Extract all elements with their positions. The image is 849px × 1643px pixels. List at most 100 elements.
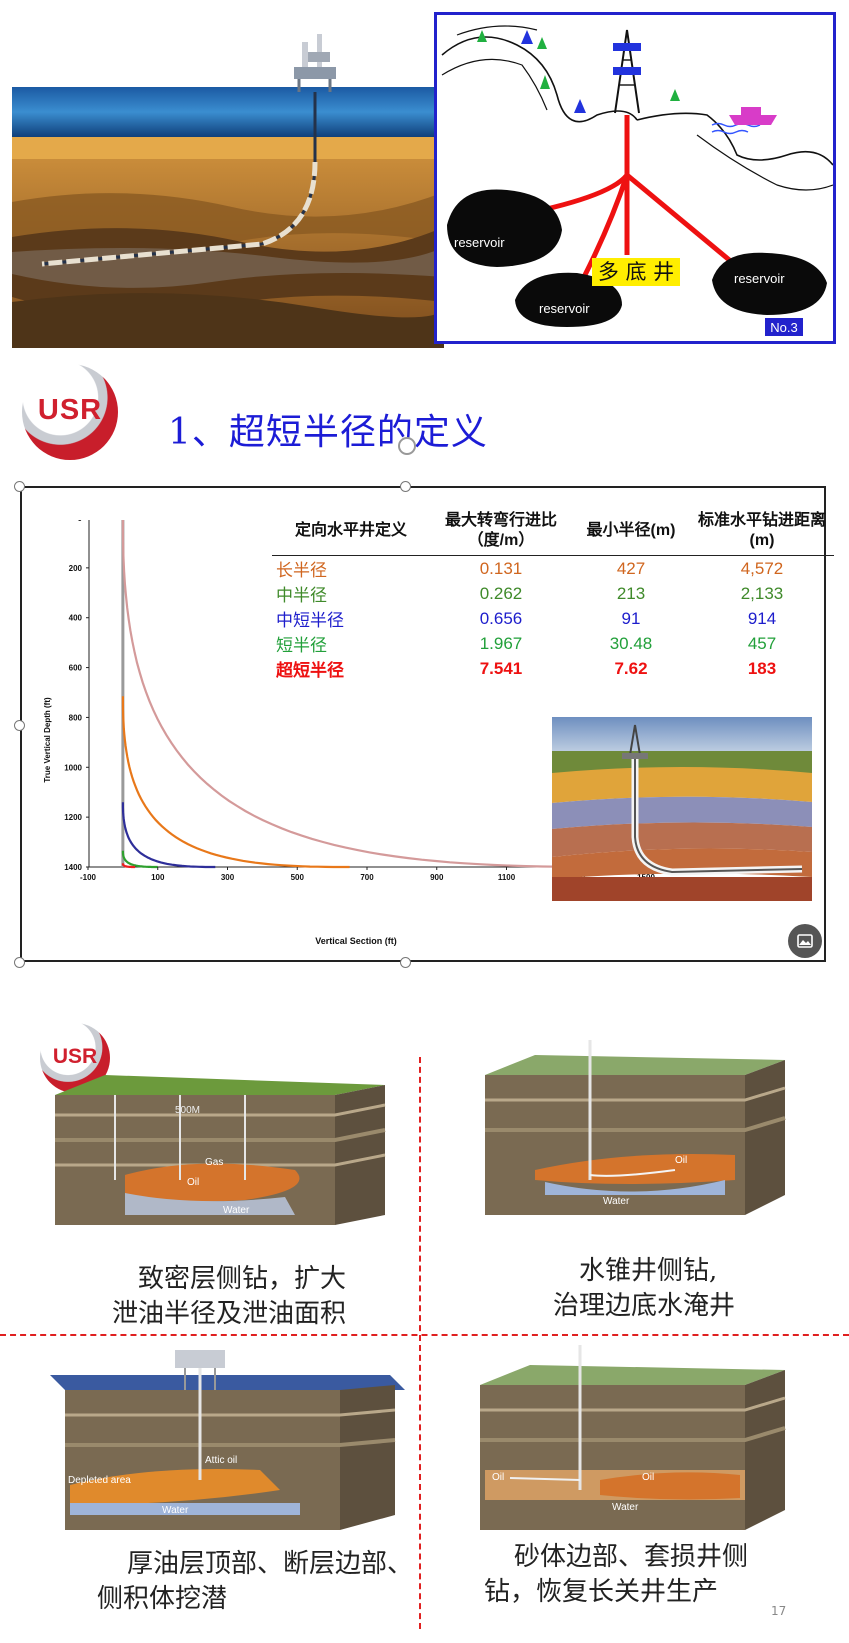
row-radius: 91 [621, 608, 641, 628]
col-header-radius: 最小半径(m) [572, 509, 690, 556]
row-radius: 7.62 [614, 658, 648, 678]
y-tick-label: 600 [69, 664, 83, 673]
offshore-platform-icon [294, 34, 336, 92]
tree-icons [477, 30, 680, 113]
table-row: 长半径 0.131 427 4,572 [272, 556, 834, 582]
x-tick-label: 500 [291, 873, 305, 882]
x-tick-label: -100 [80, 873, 97, 882]
image-icon[interactable] [788, 924, 822, 958]
reservoir-label-right: reservoir [734, 271, 785, 286]
ship-icon [729, 107, 777, 125]
row-radius: 213 [616, 583, 646, 603]
radius-definition-table: 定向水平井定义 最大转弯行进比 （度/m） 最小半径(m) 标准水平钻进距离 (m)… [272, 509, 834, 681]
resize-handle-bm[interactable] [400, 957, 411, 968]
block-diagram-offshore: Attic oil Depleted area Water [50, 1350, 405, 1530]
reservoir-label-bottom: reservoir [539, 301, 590, 316]
row-distance: 183 [747, 658, 777, 678]
y-tick-label: 0 [78, 520, 83, 523]
label-depth: 500M [175, 1105, 200, 1116]
col-header-distance: 标准水平钻进距离 (m) [690, 509, 834, 556]
usr-logo: USR [22, 364, 118, 460]
col-header-definition: 定向水平井定义 [272, 509, 430, 556]
inset-graphic [552, 717, 812, 901]
row-distance: 914 [747, 608, 777, 628]
multilateral-label: 多 底 井 [598, 260, 674, 284]
usr-logo-small-text: USR [52, 1045, 98, 1068]
y-tick-label: 1400 [64, 863, 82, 872]
label-oil: Oil [675, 1155, 687, 1166]
center-label-bg [592, 258, 680, 286]
well-curve-series [121, 520, 612, 869]
reservoir-blobs [447, 189, 827, 327]
label-depleted-area: Depleted area [68, 1475, 131, 1486]
well-curve-chart: -100100300500700900110013001500 02004006… [43, 520, 655, 946]
row-rate: 1.967 [479, 633, 523, 653]
table-row: 超短半径 7.541 7.62 183 [272, 656, 834, 681]
row-name: 中短半径 [276, 611, 344, 630]
slide-tag-bg [765, 318, 803, 336]
reservoir-label-left: reservoir [454, 235, 505, 250]
y-tick-label: 1200 [64, 813, 82, 822]
slide-tag: No.3 [770, 320, 797, 335]
resize-handle-ml[interactable] [14, 720, 25, 731]
y-axis-label: True Vertical Depth (ft) [43, 697, 52, 783]
y-tick-label: 800 [69, 713, 83, 722]
caption-sand-edge: 砂体边部、套损井侧 钻，恢复长关井生产 [484, 1542, 749, 1607]
drilling-site-inset [552, 717, 812, 901]
x-tick-label: 900 [430, 873, 444, 882]
label-oil: Oil [187, 1177, 199, 1188]
block-diagram-water-cone: Oil Water [485, 1040, 786, 1215]
table-header-row: 定向水平井定义 最大转弯行进比 （度/m） 最小半径(m) 标准水平钻进距离 (m) [272, 509, 834, 556]
multilateral-graphic: reservoir reservoir reservoir 多 底 井 No.3 [441, 25, 833, 336]
multilateral-well-diagram: reservoir reservoir reservoir 多 底 井 No.3 [434, 12, 836, 344]
resize-handle-tl[interactable] [14, 481, 25, 492]
block-diagram-tight-layer: 500M Gas Oil Water [55, 1075, 386, 1225]
platform-icon [175, 1350, 225, 1390]
vertical-divider [419, 1057, 421, 1629]
caption-offshore: 厚油层顶部、断层边部、 侧积体挖潜 [97, 1549, 414, 1614]
label-water: Water [603, 1196, 630, 1207]
y-tick-label: 200 [69, 564, 83, 573]
row-name: 长半径 [276, 561, 327, 580]
row-rate: 0.262 [479, 583, 523, 603]
row-radius: 30.48 [609, 633, 653, 653]
block-diagram-sand-edge: Oil Oil Water [480, 1345, 786, 1530]
caption-tight-layer: 致密层侧钻，扩大 泄油半径及泄油面积 [112, 1264, 347, 1329]
section-heading: 1、超短半径的定义 [168, 412, 488, 453]
inset-derrick-icon [622, 724, 648, 759]
offshore-well-graphic [12, 12, 444, 348]
rotate-handle[interactable] [398, 437, 416, 455]
row-name: 中半径 [276, 586, 327, 605]
y-tick-label: 1000 [64, 763, 82, 772]
table-row: 中短半径 0.656 91 914 [272, 606, 834, 631]
table-row: 短半径 1.967 30.48 457 [272, 631, 834, 656]
row-name: 超短半径 [276, 661, 344, 680]
resize-handle-bl[interactable] [14, 957, 25, 968]
y-tick-labels: 0 200 400 600 800 1000 1200 1400 [64, 520, 89, 872]
x-tick-label: 1100 [498, 873, 516, 882]
resize-handle-tm[interactable] [400, 481, 411, 492]
label-water: Water [612, 1502, 639, 1513]
offshore-well-illustration [12, 12, 444, 348]
y-tick-label: 400 [69, 614, 83, 623]
row-radius: 427 [616, 558, 646, 578]
derrick-icon [613, 29, 641, 114]
horizontal-divider [0, 1334, 849, 1336]
row-distance: 2,133 [740, 583, 784, 603]
x-axis-label: Vertical Section (ft) [315, 936, 397, 946]
caption-water-cone: 水锥井侧钻, 治理边底水淹井 [553, 1256, 736, 1321]
well-curve-series [121, 850, 158, 869]
well-curve-series [121, 863, 136, 869]
col-header-rate: 最大转弯行进比 （度/m） [430, 509, 572, 556]
label-water: Water [162, 1505, 189, 1516]
x-tick-label: 300 [221, 873, 235, 882]
x-tick-label: 700 [360, 873, 374, 882]
row-name: 短半径 [276, 636, 327, 655]
page-number: 17 [771, 1604, 787, 1618]
row-rate: 7.541 [479, 658, 523, 678]
label-gas: Gas [205, 1157, 223, 1168]
label-oil-left: Oil [492, 1472, 504, 1483]
label-water: Water [223, 1205, 250, 1216]
label-attic-oil: Attic oil [205, 1455, 237, 1466]
table-row: 中半径 0.262 213 2,133 [272, 581, 834, 606]
